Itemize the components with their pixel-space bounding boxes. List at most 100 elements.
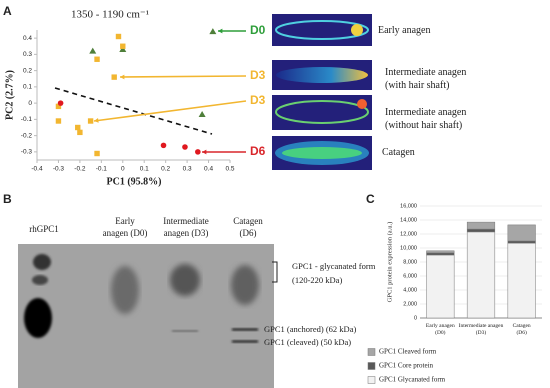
point — [87, 118, 94, 124]
legend-label: GPC1 Core protein — [379, 362, 434, 370]
lane-label: Early anagen (D0) — [103, 216, 148, 238]
lane-label-line: Early — [115, 216, 135, 226]
arrow-head — [218, 28, 223, 34]
point — [111, 74, 117, 80]
point — [195, 149, 201, 155]
legend-swatch — [367, 348, 376, 356]
bar-segment — [426, 252, 455, 256]
arrow-label: D3 — [250, 93, 266, 107]
band-label-line: (120-220 kDa) — [292, 275, 342, 285]
y-axis-label: PC2 (2.7%) — [4, 70, 15, 120]
x-tick-label: 0.3 — [183, 166, 192, 173]
point — [89, 47, 97, 54]
bar-segment — [426, 250, 455, 254]
y-axis-label: GPC1 protein expression (a.u.) — [386, 222, 393, 303]
band-label-line: GPC1 (cleaved) (50 kDa) — [264, 337, 351, 347]
y-tick-label: 0 — [414, 315, 417, 321]
point — [57, 100, 64, 106]
y-tick-label: 0.2 — [23, 67, 32, 74]
arrow-head — [94, 118, 99, 123]
y-tick-label: 2,000 — [403, 301, 417, 307]
bracket — [272, 261, 278, 283]
lane-label-line: (D6) — [240, 228, 257, 238]
image-caption: Early anagen — [378, 25, 430, 36]
point — [94, 56, 100, 62]
image-caption-line: Early anagen — [378, 25, 430, 36]
point — [55, 118, 62, 124]
x-tick-label: 0.1 — [140, 166, 149, 173]
legend-swatch — [367, 376, 376, 384]
x-tick-label: 0.2 — [161, 166, 170, 173]
y-tick-label: 0.1 — [23, 84, 32, 91]
point — [119, 46, 127, 52]
lane-label: rhGPC1 — [29, 224, 59, 234]
image-caption: Catagen — [382, 147, 415, 158]
x-tick-label: 0.4 — [204, 166, 213, 173]
point — [160, 142, 167, 149]
lane-label: Catagen (D6) — [233, 216, 263, 238]
arrow-label: D3 — [250, 68, 266, 82]
panel-letter: A — [3, 4, 12, 18]
point — [182, 144, 188, 150]
y-tick-label: 0.4 — [23, 35, 32, 42]
point — [94, 150, 100, 157]
y-tick-label: 14,000 — [400, 217, 417, 223]
separation-line — [54, 87, 213, 135]
x-tick-label: Early anagen (D0) — [426, 323, 455, 336]
x-tick-label: -0.2 — [74, 166, 86, 173]
lane-label-line: anagen (D0) — [103, 228, 148, 238]
image-caption-line: Catagen — [382, 147, 415, 158]
lane-label-line: Intermediate — [163, 216, 208, 226]
chart-title: 1350 - 1190 cm⁻¹ — [71, 9, 149, 21]
bar-segment — [507, 240, 536, 244]
y-tick-label: 0.3 — [23, 51, 32, 58]
x-axis-label: PC1 (95.8%) — [107, 176, 162, 187]
point — [115, 33, 122, 40]
bar-segment — [466, 231, 496, 319]
image-caption-line: (without hair shaft) — [385, 120, 462, 131]
legend-swatch — [367, 362, 376, 370]
point — [75, 124, 81, 131]
image-caption-line: Intermediate anagen — [385, 107, 466, 118]
microscopy-images — [272, 14, 372, 170]
panel-letter: C — [366, 192, 375, 206]
image-caption: Intermediate anagen (with hair shaft) — [385, 67, 466, 91]
panel-letter: B — [3, 192, 12, 206]
y-tick-label: 4,000 — [403, 287, 417, 293]
y-tick-label: 12,000 — [400, 231, 417, 237]
western-blot — [18, 244, 274, 388]
lane-label-line: Catagen — [233, 216, 263, 226]
y-tick-label: 10,000 — [400, 245, 417, 251]
point — [55, 103, 62, 110]
x-tick-label: Intermediate anagen (D3) — [459, 323, 504, 336]
point — [209, 28, 217, 35]
image-caption-line: Intermediate anagen — [385, 67, 466, 78]
x-tick-label: 0 — [121, 166, 125, 173]
arrow-label: D6 — [250, 144, 266, 158]
x-tick-label: -0.3 — [53, 166, 65, 173]
y-tick-label: 8,000 — [403, 259, 417, 265]
image-caption-line: (with hair shaft) — [385, 80, 449, 91]
lane-label: Intermediate anagen (D3) — [163, 216, 208, 238]
arrow — [119, 75, 247, 78]
lane-label-line: rhGPC1 — [29, 224, 59, 234]
image-caption: Intermediate anagen (without hair shaft) — [385, 107, 466, 131]
band-label: GPC1 (cleaved) (50 kDa) — [264, 337, 351, 347]
legend-label: GPC1 Glycanated form — [379, 376, 446, 384]
arrow-head — [202, 149, 207, 155]
y-tick-label: 16,000 — [400, 203, 417, 209]
band-label: GPC1 (anchored) (62 kDa) — [264, 324, 356, 334]
y-tick-label: -0.1 — [21, 116, 33, 123]
point — [77, 129, 83, 136]
arrow-head — [120, 74, 125, 80]
x-tick-label: 0.5 — [225, 166, 234, 173]
band-label: GPC1 - glycanated form (120-220 kDa) — [292, 261, 376, 285]
lane-label-line: anagen (D3) — [164, 228, 209, 238]
y-tick-label: 6,000 — [403, 273, 417, 279]
legend-label: GPC1 Cleaved form — [379, 348, 437, 356]
x-tick-label: Catagen (D6) — [513, 323, 531, 336]
y-tick-label: -0.2 — [21, 132, 33, 139]
arrow-label: D0 — [250, 23, 266, 37]
point — [120, 43, 126, 49]
